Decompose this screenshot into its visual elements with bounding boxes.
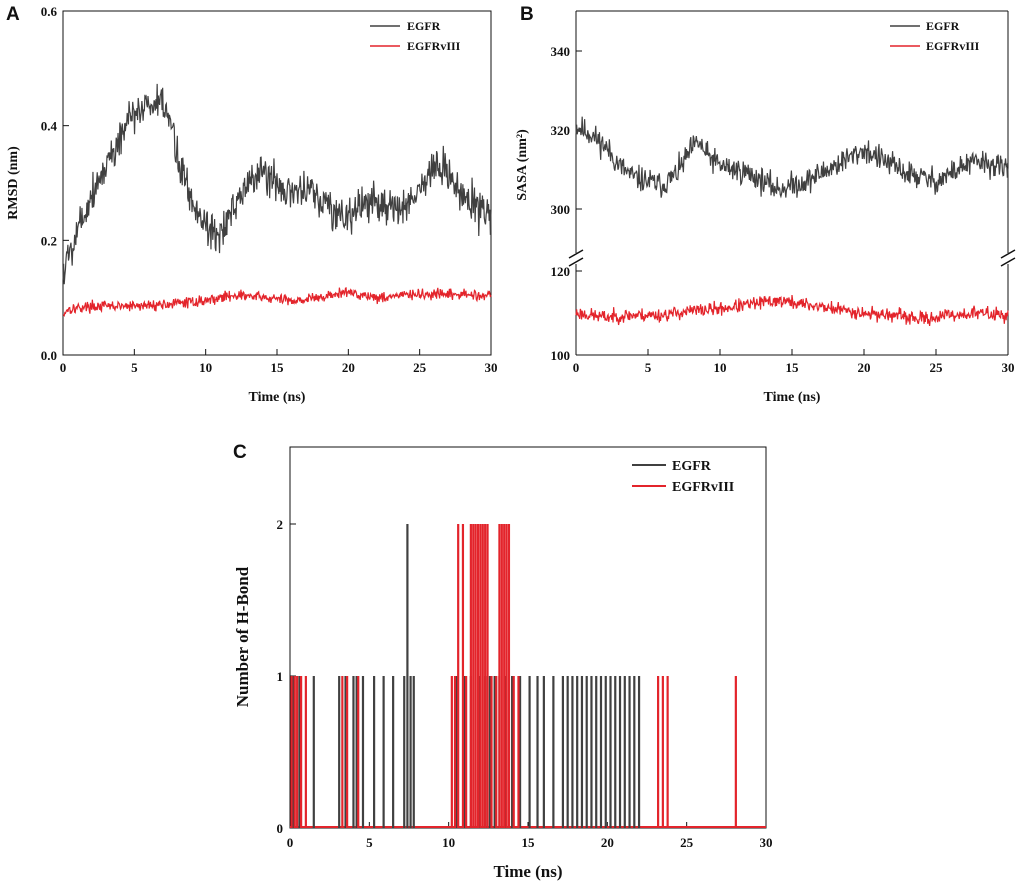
x-tick-label-c: 0 (287, 835, 294, 850)
x-tick-label-c: 15 (522, 835, 536, 850)
x-axis-label-a: Time (ns) (249, 390, 306, 405)
series-egfrviii-line-a (62, 287, 492, 318)
x-axis-label-c: Time (ns) (493, 862, 562, 881)
x-axis-label-b: Time (ns) (764, 390, 821, 405)
x-tick-label-b: 20 (858, 360, 871, 375)
y-tick-label-b: 300 (551, 202, 571, 217)
panel-c: C 0 5 10 15 20 25 30 0 1 2 EGFR EGFRvIII Time (ns… (233, 442, 773, 881)
series-bars-c (290, 524, 766, 828)
axis-break-mark-left-1 (568, 249, 584, 259)
series-egfr-line-a (62, 83, 492, 285)
axis-break-mark-right-1 (1000, 249, 1016, 259)
legend-label-egfr-b: EGFR (926, 19, 960, 33)
panel-letter-b: B (520, 4, 534, 25)
y-tick-label-c: 2 (277, 517, 284, 532)
y-axis-label-c: Number of H-Bond (233, 566, 252, 707)
y-tick-label-a: 0.6 (41, 4, 58, 19)
legend-a: EGFR EGFRvIII (370, 19, 461, 53)
x-tick-label-a: 25 (413, 360, 427, 375)
y-tick-label-b: 120 (551, 264, 571, 279)
x-tick-label-b: 15 (786, 360, 800, 375)
legend-b: EGFR EGFRvIII (890, 19, 980, 53)
ticks-a: 0 5 10 15 20 25 30 0.0 0.2 0.4 0.6 (41, 4, 498, 375)
legend-label-egfr-c: EGFR (672, 459, 712, 474)
y-axis-label-a: RMSD (nm) (6, 146, 21, 220)
x-tick-label-b: 10 (714, 360, 727, 375)
y-tick-label-a: 0.0 (41, 348, 57, 363)
y-tick-label-c: 0 (277, 821, 284, 836)
ticks-b: 0 5 10 15 20 25 30 300 320 340 100 120 (551, 44, 1015, 375)
x-tick-label-b: 0 (573, 360, 580, 375)
x-tick-label-c: 10 (442, 835, 455, 850)
y-tick-label-b: 100 (551, 348, 571, 363)
y-axis-label-b: SASA (nm²) (515, 129, 530, 201)
axis-break-mark-right-2 (1000, 257, 1016, 267)
legend-label-egfr-a: EGFR (407, 19, 441, 33)
x-tick-label-a: 20 (342, 360, 355, 375)
x-tick-label-a: 30 (485, 360, 498, 375)
x-tick-label-b: 30 (1002, 360, 1015, 375)
y-tick-label-c: 1 (277, 669, 284, 684)
x-tick-label-a: 0 (60, 360, 67, 375)
x-tick-label-c: 25 (680, 835, 694, 850)
y-tick-label-a: 0.2 (41, 233, 57, 248)
series-a (62, 83, 492, 318)
x-tick-label-a: 15 (271, 360, 285, 375)
plot-frame-c (289, 446, 767, 829)
x-tick-label-a: 10 (199, 360, 212, 375)
axis-break-mark-left-2 (568, 257, 584, 267)
ticks-c: 0 5 10 15 20 25 30 0 1 2 (277, 517, 773, 850)
legend-label-egfrviii-a: EGFRvIII (407, 39, 461, 53)
series-b (575, 116, 1009, 326)
legend-c: EGFR EGFRvIII (632, 459, 734, 495)
panel-letter-a: A (6, 4, 20, 25)
panel-letter-c: C (233, 442, 247, 463)
y-tick-label-b: 340 (551, 44, 571, 59)
legend-label-egfrviii-c: EGFRvIII (672, 480, 734, 495)
x-tick-label-c: 5 (366, 835, 373, 850)
y-tick-label-b: 320 (551, 123, 571, 138)
x-tick-label-c: 20 (601, 835, 614, 850)
series-egfr-line-b (575, 116, 1009, 199)
panel-b: B 0 5 10 15 20 25 30 300 320 340 100 120 EGFR EGFRv… (515, 4, 1016, 405)
y-tick-label-a: 0.4 (41, 119, 58, 134)
x-tick-label-c: 30 (760, 835, 773, 850)
legend-label-egfrviii-b: EGFRvIII (926, 39, 980, 53)
x-tick-label-a: 5 (131, 360, 138, 375)
x-tick-label-b: 5 (645, 360, 652, 375)
x-tick-label-b: 25 (930, 360, 944, 375)
panel-a: A 0 5 10 15 20 25 30 0.0 0.2 0.4 0.6 EGFR EGFRvIII… (6, 4, 498, 405)
series-egfrviii-line-b (575, 295, 1009, 326)
